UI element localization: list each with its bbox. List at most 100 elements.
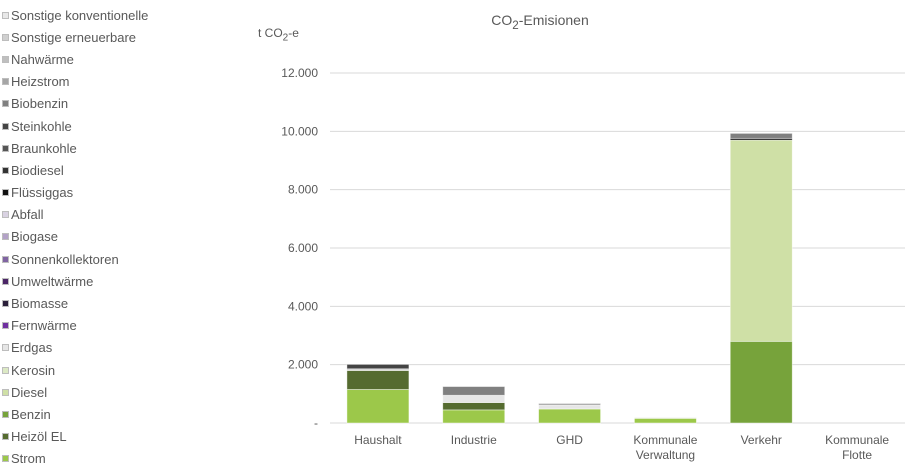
x-tick-label: Verkehr (741, 433, 782, 447)
legend-swatch (2, 55, 9, 63)
legend-item: Umweltwärme (2, 270, 242, 292)
legend-item: Kerosin (2, 359, 242, 381)
legend-label: Erdgas (11, 340, 53, 356)
legend-label: Biobenzin (11, 96, 69, 112)
legend-label: Nahwärme (11, 51, 74, 67)
y-tick-label: 8.000 (288, 183, 318, 197)
x-tick-label: Haushalt (354, 433, 402, 447)
chart-title-prefix: CO (491, 12, 513, 28)
legend-item: Benzin (2, 403, 242, 425)
x-tick-label: Flotte (842, 448, 872, 462)
x-tick-label: Verwaltung (636, 448, 695, 462)
bar-segment (538, 403, 601, 406)
bar-segment (442, 394, 506, 403)
legend-swatch (2, 300, 9, 308)
y-tick-label: 4.000 (288, 299, 318, 313)
bar-segment (346, 363, 410, 370)
legend-item: Steinkohle (2, 115, 242, 137)
legend-label: Biogase (11, 229, 58, 245)
legend-item: Biogase (2, 226, 242, 248)
legend-item: Braunkohle (2, 137, 242, 159)
legend-label: Braunkohle (11, 140, 77, 156)
y-tick-label: - (314, 416, 318, 430)
legend-swatch (2, 322, 9, 330)
legend-item: Biobenzin (2, 93, 242, 115)
bar-segment (346, 389, 410, 424)
y-axis-label-prefix: t CO (258, 26, 283, 40)
legend-swatch (2, 78, 9, 86)
bar-segment (729, 139, 793, 342)
legend-label: Sonnenkollektoren (11, 251, 119, 267)
bar-segment (538, 404, 601, 410)
bar-segment (346, 370, 410, 390)
legend-item: Fernwärme (2, 315, 242, 337)
legend-swatch (2, 455, 9, 463)
legend-item: Sonstige erneuerbare (2, 26, 242, 48)
legend-label: Abfall (11, 207, 44, 223)
legend-swatch (2, 33, 9, 41)
legend-label: Steinkohle (11, 118, 72, 134)
legend-swatch (2, 11, 9, 19)
legend-swatch (2, 122, 9, 130)
legend: Sonstige konventionelle Sonstige erneuerb… (2, 4, 242, 470)
y-tick-label: 2.000 (288, 358, 318, 372)
legend-swatch (2, 144, 9, 152)
x-tick-label: GHD (556, 433, 583, 447)
legend-item: Abfall (2, 204, 242, 226)
legend-swatch (2, 277, 9, 285)
legend-swatch (2, 211, 9, 219)
bar-segment (442, 386, 506, 396)
x-tick-label: Industrie (451, 433, 497, 447)
legend-item: Biomasse (2, 292, 242, 314)
legend-label: Heizöl EL (11, 429, 67, 445)
legend-label: Fernwärme (11, 318, 77, 334)
legend-swatch (2, 433, 9, 441)
legend-label: Heizstrom (11, 74, 70, 90)
bar-segment (634, 417, 697, 424)
chart-title-suffix: -Emisionen (518, 12, 589, 28)
legend-item: Heizöl EL (2, 426, 242, 448)
legend-item: Diesel (2, 381, 242, 403)
y-axis-label-subscript: 2 (282, 32, 289, 44)
legend-swatch (2, 100, 9, 108)
legend-label: Diesel (11, 384, 48, 400)
legend-item: Sonstige konventionelle (2, 4, 242, 26)
y-tick-label: 6.000 (288, 241, 318, 255)
bar-segment (729, 340, 793, 424)
legend-item: Erdgas (2, 337, 242, 359)
y-axis-label-suffix: -e (288, 26, 299, 40)
y-tick-label: 10.000 (281, 124, 318, 138)
legend-swatch (2, 388, 9, 396)
legend-swatch (2, 410, 9, 418)
legend-label: Benzin (11, 406, 51, 422)
legend-label: Sonstige konventionelle (11, 7, 149, 23)
legend-item: Heizstrom (2, 71, 242, 93)
chart-title: CO2-Emisionen (440, 12, 640, 32)
bar-segment (729, 132, 793, 139)
bar-segment (538, 408, 601, 424)
legend-label: Biomasse (11, 296, 69, 312)
legend-item: Flüssiggas (2, 182, 242, 204)
legend-swatch (2, 344, 9, 352)
legend-swatch (2, 166, 9, 174)
legend-item: Nahwärme (2, 48, 242, 70)
legend-label: Flüssiggas (11, 185, 74, 201)
x-tick-label: Kommunale (825, 433, 889, 447)
legend-label: Strom (11, 451, 46, 467)
y-tick-label: 12.000 (281, 66, 318, 80)
legend-label: Kerosin (11, 362, 56, 378)
y-axis-label: t CO2-e (258, 26, 299, 43)
legend-swatch (2, 255, 9, 263)
legend-swatch (2, 189, 9, 197)
legend-label: Umweltwärme (11, 273, 94, 289)
chart-title-subscript: 2 (512, 18, 519, 32)
bar-segment (442, 409, 506, 424)
legend-label: Sonstige erneuerbare (11, 29, 137, 45)
bar-segment (442, 402, 506, 411)
legend-item: Biodiesel (2, 159, 242, 181)
legend-swatch (2, 233, 9, 241)
legend-label: Biodiesel (11, 162, 64, 178)
legend-item: Sonnenkollektoren (2, 248, 242, 270)
legend-swatch (2, 366, 9, 374)
